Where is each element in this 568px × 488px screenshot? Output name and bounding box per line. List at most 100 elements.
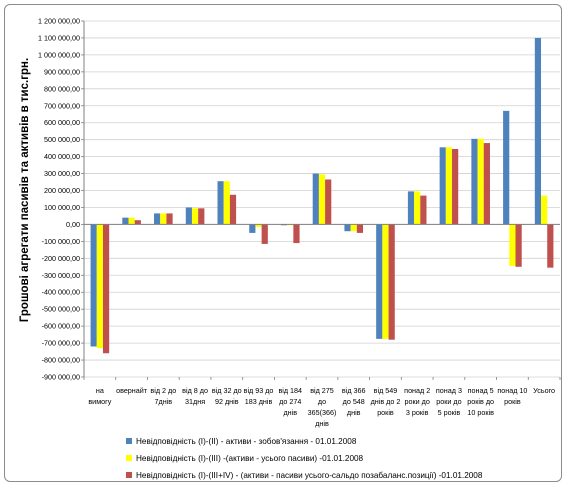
- x-category-label: днів: [347, 408, 361, 417]
- x-category-label: 92 днів: [215, 397, 239, 406]
- bar-series3-cat14: [515, 224, 522, 267]
- x-category-label: роки до: [436, 397, 461, 406]
- x-category-label: років: [504, 397, 521, 406]
- bar-series3-cat7: [293, 224, 300, 244]
- x-category-label: понад 2: [404, 386, 430, 395]
- bar-series1-cat13: [471, 138, 478, 225]
- y-tick-label: 1 200 000,00: [38, 17, 80, 26]
- x-category-label: від 32 до: [212, 386, 242, 395]
- x-category-label: 31дня: [185, 397, 205, 406]
- bar-series2-cat3: [160, 213, 167, 225]
- y-tick-label: -600 000,00: [42, 322, 80, 331]
- x-category-label: понад 3: [436, 386, 462, 395]
- bar-series3-cat4: [198, 208, 205, 225]
- x-category-label: понад 5: [468, 386, 494, 395]
- x-category-label: роки до: [405, 397, 430, 406]
- y-tick-label: -300 000,00: [42, 271, 80, 280]
- x-category-label: років до: [467, 397, 494, 406]
- bar-series2-cat15: [541, 195, 548, 225]
- bar-series2-cat8: [318, 174, 326, 225]
- bar-series3-cat1: [102, 224, 110, 354]
- bar-series2-cat2: [128, 217, 135, 225]
- bar-series3-cat11: [420, 195, 427, 225]
- x-category-label: 5 років: [438, 408, 461, 417]
- bar-series2-cat10: [382, 224, 389, 339]
- y-tick-label: -700 000,00: [42, 339, 80, 348]
- x-category-label: Усього: [533, 386, 555, 395]
- y-tick-label: 800 000,00: [44, 84, 80, 93]
- x-category-label: 365(366): [308, 408, 337, 417]
- x-category-label: на: [96, 386, 104, 395]
- bar-series3-cat6: [261, 224, 268, 244]
- x-category-label: 10 років: [467, 408, 494, 417]
- bar-series1-cat10: [376, 224, 383, 339]
- bar-series1-cat12: [439, 147, 446, 225]
- y-tick-label: -400 000,00: [42, 288, 80, 297]
- y-tick-label: -800 000,00: [42, 356, 80, 365]
- x-category-label: від 93 до: [244, 386, 274, 395]
- bar-series1-cat2: [122, 217, 129, 225]
- x-category-label: до: [318, 397, 326, 406]
- y-tick-label: -900 000,00: [42, 373, 80, 382]
- legend-label: Невідповідність (І)-(ІІІ+ІV) - (активи -…: [136, 471, 483, 480]
- bar-series1-cat1: [90, 224, 97, 347]
- legend-swatch: [126, 438, 132, 444]
- bar-series1-cat4: [185, 207, 192, 225]
- bar-series3-cat2: [134, 220, 141, 225]
- bar-series2-cat9: [350, 224, 357, 232]
- y-axis-label: Грошові агрегати пасивів та активів в ти…: [19, 58, 31, 322]
- y-tick-label: 100 000,00: [44, 203, 80, 212]
- x-category-label: днів до 2: [371, 397, 401, 406]
- bar-series1-cat5: [217, 181, 224, 225]
- y-tick-label: 500 000,00: [44, 135, 80, 144]
- bar-series1-cat14: [503, 110, 510, 225]
- x-category-labels: на вимогу овернайт від 2 до 7днів від 8 до 31д…: [88, 386, 555, 428]
- y-tick-label: -100 000,00: [42, 237, 80, 246]
- x-category-label: днів: [283, 408, 297, 417]
- x-category-label: вимогу: [88, 397, 111, 406]
- bar-series1-cat9: [344, 224, 351, 232]
- bar-series2-cat5: [223, 181, 230, 225]
- legend-swatch: [126, 472, 132, 478]
- x-category-label: від 184: [278, 386, 302, 395]
- x-category-label: 183 днів: [245, 397, 273, 406]
- x-category-label: до 274: [279, 397, 301, 406]
- x-category-label: від 8 до: [182, 386, 208, 395]
- bar-series3-cat15: [547, 224, 554, 268]
- bar-series3-cat3: [166, 213, 173, 225]
- bar-series3-cat12: [452, 148, 459, 225]
- bar-series1-cat6: [249, 224, 256, 233]
- bar-series3-cat13: [483, 143, 490, 225]
- bar-series1-cat11: [407, 191, 415, 225]
- bar-series2-cat6: [255, 224, 262, 227]
- x-category-label: від 2 до: [150, 386, 176, 395]
- legend-label: Невідповідність (І)-(ІІ) - активи - зобо…: [136, 437, 357, 446]
- axes: [81, 20, 561, 380]
- x-category-label: років: [377, 408, 394, 417]
- bar-series2-cat14: [509, 224, 516, 266]
- bars: [90, 37, 554, 354]
- bar-series2-cat11: [414, 191, 421, 225]
- x-category-label: днів: [315, 419, 329, 428]
- bar-series1-cat3: [154, 213, 161, 225]
- bar-series3-cat8: [325, 179, 332, 225]
- x-category-label: 7днів: [155, 397, 173, 406]
- y-tick-label: 600 000,00: [44, 118, 80, 127]
- y-tick-label: 1 100 000,00: [38, 33, 80, 42]
- y-tick-label: -200 000,00: [42, 254, 80, 263]
- x-category-label: від 549: [374, 386, 398, 395]
- legend: Невідповідність (І)-(ІІ) - активи - зобо…: [126, 437, 483, 480]
- bar-series2-cat4: [191, 208, 199, 225]
- bar-series1-cat15: [534, 37, 542, 225]
- y-tick-labels: -900 000,00 -800 000,00 -700 000,00 -600 00…: [38, 17, 80, 382]
- y-tick-label: 700 000,00: [44, 101, 80, 110]
- y-tick-label: 200 000,00: [44, 186, 80, 195]
- x-category-label: від 366: [342, 386, 366, 395]
- bar-series1-cat8: [312, 173, 319, 225]
- y-tick-label: 0,00: [66, 220, 80, 229]
- y-tick-label: 900 000,00: [44, 67, 80, 76]
- bar-series2-cat1: [96, 224, 103, 349]
- y-tick-label: -500 000,00: [42, 305, 80, 314]
- x-category-label: понад 10: [497, 386, 527, 395]
